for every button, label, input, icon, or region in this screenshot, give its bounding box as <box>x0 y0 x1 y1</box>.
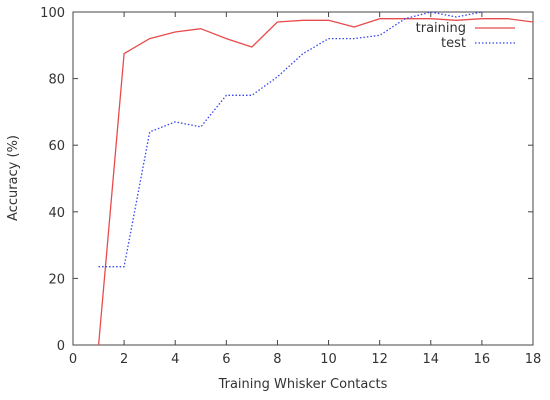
y-tick-label: 40 <box>48 206 65 221</box>
x-tick-label: 2 <box>120 352 128 367</box>
y-axis-title: Accuracy (%) <box>6 135 21 221</box>
y-tick-label: 20 <box>48 272 65 287</box>
y-tick-label: 80 <box>48 73 65 88</box>
x-tick-label: 16 <box>474 352 491 367</box>
series-line-test <box>98 11 483 268</box>
legend-label-training: training <box>416 21 466 36</box>
series-lines <box>97 11 534 346</box>
x-tick-label: 0 <box>69 352 77 367</box>
series-training <box>97 18 534 346</box>
x-tick-label: 18 <box>525 352 542 367</box>
x-tick-label: 8 <box>273 352 281 367</box>
x-axis-title: Training Whisker Contacts <box>218 377 388 392</box>
x-tick-label: 14 <box>423 352 440 367</box>
x-tick-label: 10 <box>320 352 337 367</box>
y-tick-label: 100 <box>40 6 65 21</box>
x-tick-label: 4 <box>171 352 179 367</box>
x-tick-label: 12 <box>371 352 388 367</box>
tick-labels: 0 2 4 6 8 10 12 14 16 18 0 20 40 60 80 100 <box>40 6 541 367</box>
y-tick-label: 0 <box>57 339 65 354</box>
plot-border <box>72 11 534 346</box>
y-tick-label: 60 <box>48 139 65 154</box>
legend-label-test: test <box>441 36 466 51</box>
x-tick-label: 6 <box>222 352 230 367</box>
axis-ticks <box>72 11 534 346</box>
series-line-training <box>97 18 534 346</box>
series-test <box>98 11 483 268</box>
plot-frame <box>72 11 534 346</box>
